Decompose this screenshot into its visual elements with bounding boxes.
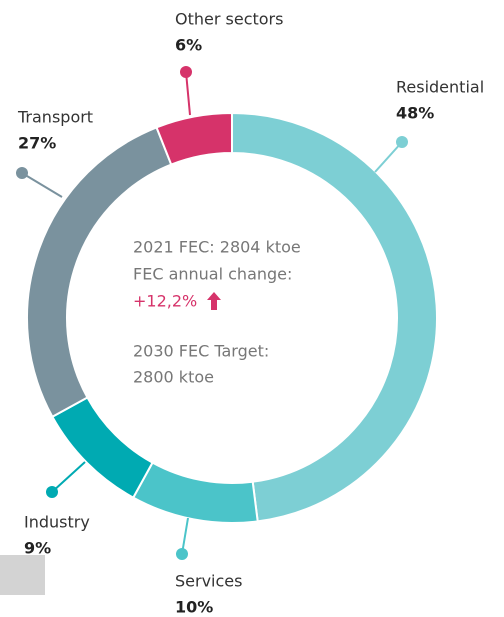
leader-dot <box>180 66 192 78</box>
slice <box>131 461 259 524</box>
value-label: 27% <box>18 134 56 153</box>
annotation: 2030 FEC Target: <box>133 342 269 361</box>
gray-box <box>0 555 45 595</box>
leader-dot <box>176 548 188 560</box>
category-label: Industry <box>24 513 90 532</box>
leader-dot <box>16 167 28 179</box>
category-label: Residential <box>396 78 484 97</box>
slice <box>155 111 233 166</box>
leader-line <box>374 141 403 173</box>
slice <box>231 111 438 523</box>
annotation: FEC annual change: <box>133 265 292 284</box>
leader-line <box>185 71 191 116</box>
annotation: 2021 FEC: 2804 ktoe <box>133 238 301 257</box>
slice <box>50 396 154 500</box>
value-label: 9% <box>24 539 51 558</box>
category-label: Other sectors <box>175 10 283 29</box>
leader-line <box>21 172 63 198</box>
category-label: Transport <box>17 108 93 127</box>
category-label: Services <box>175 572 242 591</box>
leader-dot <box>396 136 408 148</box>
value-label: 48% <box>396 104 434 123</box>
leader-line <box>181 517 189 555</box>
leader-line <box>51 461 86 493</box>
leader-dot <box>46 486 58 498</box>
annotation: +12,2% <box>133 292 197 311</box>
value-label: 10% <box>175 598 213 617</box>
up-arrow <box>207 292 221 310</box>
value-label: 6% <box>175 36 202 55</box>
annotation: 2800 ktoe <box>133 368 214 387</box>
